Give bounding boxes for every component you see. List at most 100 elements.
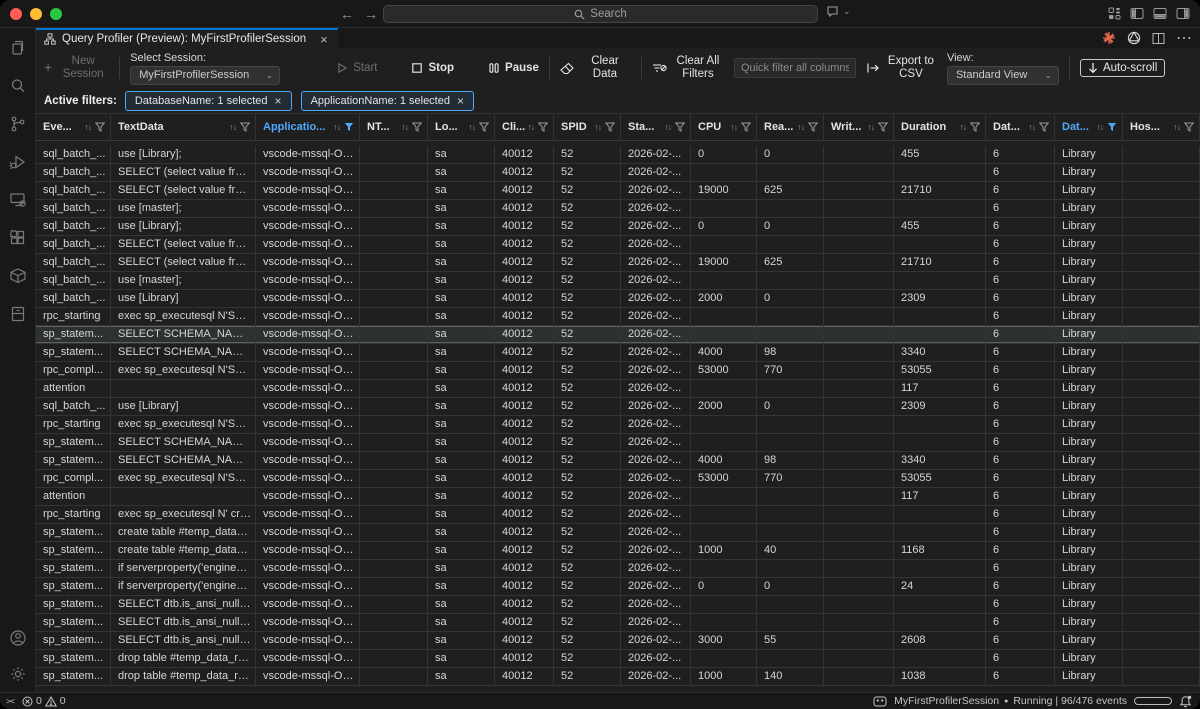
filter-funnel-icon[interactable] xyxy=(605,122,615,132)
search-sidebar-icon[interactable] xyxy=(6,74,30,98)
table-row[interactable]: attention vscode-mssql-Obj... sa 40012 52 202… xyxy=(36,380,1200,398)
column-header[interactable]: SPID ↑↓ xyxy=(554,114,621,140)
view-dropdown[interactable]: Standard View ⌄ xyxy=(946,65,1059,85)
column-header[interactable]: Eve... ↑↓ xyxy=(36,114,111,140)
explorer-icon[interactable] xyxy=(6,36,30,60)
table-row[interactable]: sql_batch_... use [Library]; vscode-mssql-… xyxy=(36,218,1200,236)
filter-funnel-icon[interactable] xyxy=(344,122,354,132)
table-row[interactable]: rpc_compl... exec sp_executesql N'SEL... v… xyxy=(36,362,1200,380)
select-session-dropdown[interactable]: MyFirstProfilerSession ⌄ xyxy=(130,65,281,85)
notifications-bell-icon[interactable] xyxy=(1179,695,1192,708)
table-row[interactable]: rpc_starting exec sp_executesql N'SEL... v… xyxy=(36,416,1200,434)
column-header[interactable]: NT... ↑↓ xyxy=(360,114,428,140)
table-row[interactable]: sql_batch_... SELECT (select value from .… xyxy=(36,254,1200,272)
table-row[interactable]: sp_statem... SELECT SCHEMA_NAME(t... vscod… xyxy=(36,326,1200,344)
export-csv-button[interactable]: Export to CSV xyxy=(866,55,937,81)
active-filter-chip[interactable]: DatabaseName: 1 selected × xyxy=(124,90,292,111)
sort-icon[interactable]: ↑↓ xyxy=(333,122,341,132)
containers-cube-icon[interactable] xyxy=(6,264,30,288)
toggle-primary-sidebar-icon[interactable] xyxy=(1130,7,1144,20)
customize-layout-icon[interactable] xyxy=(1108,7,1121,20)
column-header[interactable]: Sta... ↑↓ xyxy=(621,114,691,140)
chip-close-icon[interactable]: × xyxy=(274,93,282,108)
zoom-window-button[interactable] xyxy=(50,7,62,20)
close-window-button[interactable] xyxy=(10,7,22,20)
minimize-window-button[interactable] xyxy=(30,7,42,20)
filter-funnel-icon[interactable] xyxy=(95,122,105,132)
table-row[interactable]: sp_statem... drop table #temp_data_ret...… xyxy=(36,650,1200,668)
table-row[interactable]: sql_batch_... SELECT (select value from .… xyxy=(36,182,1200,200)
problems-indicator[interactable]: 0 0 xyxy=(22,695,66,707)
column-header[interactable]: Dat... ↑↓ xyxy=(1055,114,1123,140)
table-row[interactable]: sp_statem... SELECT SCHEMA_NAME(t... vscod… xyxy=(36,434,1200,452)
sort-icon[interactable]: ↑↓ xyxy=(527,122,535,132)
table-row[interactable]: rpc_starting exec sp_executesql N'SEL... v… xyxy=(36,308,1200,326)
ai-knot-icon[interactable] xyxy=(1127,31,1141,45)
sort-icon[interactable]: ↑↓ xyxy=(867,122,875,132)
table-row[interactable]: sql_batch_... use [master]; vscode-mssql-O… xyxy=(36,272,1200,290)
sort-icon[interactable]: ↑↓ xyxy=(959,122,967,132)
sort-icon[interactable]: ↑↓ xyxy=(1028,122,1036,132)
table-row[interactable]: sp_statem... create table #temp_data_r...… xyxy=(36,524,1200,542)
toggle-secondary-sidebar-icon[interactable] xyxy=(1176,7,1190,20)
column-header[interactable]: TextData ↑↓ xyxy=(111,114,256,140)
table-row[interactable]: sp_statem... if serverproperty('enginee..… xyxy=(36,578,1200,596)
column-header[interactable]: Cli... ↑↓ xyxy=(495,114,554,140)
filter-funnel-icon[interactable] xyxy=(538,122,548,132)
auto-scroll-button[interactable]: Auto-scroll xyxy=(1079,58,1166,78)
filter-funnel-icon[interactable] xyxy=(878,122,888,132)
table-row[interactable]: sp_statem... SELECT SCHEMA_NAME(t... vscod… xyxy=(36,344,1200,362)
chip-close-icon[interactable]: × xyxy=(456,93,464,108)
remote-indicator-icon[interactable]: >< xyxy=(6,696,15,706)
column-header[interactable]: Rea... ↑↓ xyxy=(757,114,824,140)
sort-icon[interactable]: ↑↓ xyxy=(468,122,476,132)
sort-icon[interactable]: ↑↓ xyxy=(730,122,738,132)
column-header[interactable]: Applicatio... ↑↓ xyxy=(256,114,360,140)
quick-filter-input[interactable] xyxy=(733,58,856,78)
extension-starburst-icon[interactable] xyxy=(1102,31,1116,45)
remote-explorer-icon[interactable] xyxy=(6,188,30,212)
table-row[interactable]: rpc_compl... exec sp_executesql N'SEL... v… xyxy=(36,470,1200,488)
more-actions-icon[interactable]: ⋯ xyxy=(1176,30,1192,47)
new-session-button[interactable]: + New Session xyxy=(44,55,104,80)
table-row[interactable]: sql_batch_... use [Library] vscode-mssql-O… xyxy=(36,290,1200,308)
table-row[interactable]: sp_statem... if serverproperty('enginee..… xyxy=(36,560,1200,578)
sort-icon[interactable]: ↑↓ xyxy=(401,122,409,132)
profiler-session-status[interactable]: MyFirstProfilerSession ● Running | 96/47… xyxy=(894,695,1127,707)
clear-all-filters-button[interactable]: Clear All Filters xyxy=(652,55,724,81)
column-header[interactable]: CPU ↑↓ xyxy=(691,114,757,140)
command-center-search[interactable]: Search xyxy=(383,5,818,23)
table-row[interactable]: sql_batch_... SELECT (select value from .… xyxy=(36,164,1200,182)
filter-funnel-icon[interactable] xyxy=(675,122,685,132)
table-row[interactable]: sp_statem... SELECT dtb.is_ansi_null_d...… xyxy=(36,632,1200,650)
tab-query-profiler[interactable]: Query Profiler (Preview): MyFirstProfile… xyxy=(36,28,338,48)
active-filter-chip[interactable]: ApplicationName: 1 selected × xyxy=(300,90,474,111)
sort-icon[interactable]: ↑↓ xyxy=(797,122,805,132)
filter-funnel-icon[interactable] xyxy=(808,122,818,132)
filter-funnel-icon[interactable] xyxy=(240,122,250,132)
filter-funnel-icon[interactable] xyxy=(970,122,980,132)
column-header[interactable]: Lo... ↑↓ xyxy=(428,114,495,140)
filter-funnel-icon[interactable] xyxy=(412,122,422,132)
forward-button[interactable]: → xyxy=(364,5,378,22)
filter-funnel-icon[interactable] xyxy=(479,122,489,132)
sort-icon[interactable]: ↑↓ xyxy=(664,122,672,132)
table-row[interactable]: sql_batch_... SELECT (select value from .… xyxy=(36,236,1200,254)
split-editor-icon[interactable] xyxy=(1152,32,1165,45)
table-row[interactable]: sp_statem... SELECT dtb.is_ansi_null_d...… xyxy=(36,596,1200,614)
filter-funnel-icon[interactable] xyxy=(741,122,751,132)
sort-icon[interactable]: ↑↓ xyxy=(1096,122,1104,132)
clear-data-button[interactable]: Clear Data xyxy=(560,55,631,81)
column-header[interactable]: Dat... ↑↓ xyxy=(986,114,1055,140)
table-row[interactable]: attention vscode-mssql-Obj... sa 40012 52 202… xyxy=(36,488,1200,506)
tab-close-icon[interactable]: × xyxy=(320,31,328,47)
source-control-icon[interactable] xyxy=(6,112,30,136)
column-header[interactable]: Hos... ↑↓ xyxy=(1123,114,1200,140)
settings-gear-icon[interactable] xyxy=(6,662,30,686)
pause-button[interactable]: Pause xyxy=(488,62,539,75)
table-row[interactable]: sql_batch_... use [master]; vscode-mssql-O… xyxy=(36,200,1200,218)
database-server-icon[interactable] xyxy=(6,302,30,326)
table-row[interactable]: sql_batch_... use [Library]; vscode-mssql-… xyxy=(36,146,1200,164)
extensions-icon[interactable] xyxy=(6,226,30,250)
table-row[interactable]: sql_batch_... use [Library] vscode-mssql-O… xyxy=(36,398,1200,416)
